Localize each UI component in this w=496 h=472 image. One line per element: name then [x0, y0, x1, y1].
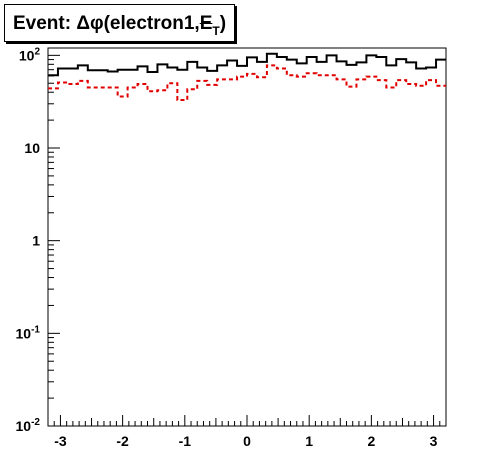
title-suffix: ) [219, 13, 227, 34]
title-met-subscript: T [212, 24, 220, 38]
y-axis: 10-2 10-1 1 10 102 [16, 46, 60, 434]
x-axis: -3 -2 -1 0 1 2 3 [47, 415, 447, 449]
y-tick-label: 10-2 [16, 417, 41, 434]
title-prefix: Event: [13, 13, 77, 34]
y-tick-label: 10 [24, 140, 40, 156]
x-tick-label: 2 [367, 433, 375, 449]
title-body: (electron1, [103, 13, 200, 34]
series-layer [48, 52, 446, 101]
x-tick-label: -3 [54, 433, 67, 449]
x-tick-label: 0 [243, 433, 251, 449]
chart-title: Event: Δφ(electron1,ET) [4, 4, 236, 42]
series-solid-line [48, 52, 446, 77]
y-tick-label: 10-1 [16, 324, 41, 341]
x-tick-label: -1 [179, 433, 192, 449]
plot-frame [47, 47, 447, 427]
series-dashed-line [48, 64, 446, 101]
y-tick-label: 1 [32, 233, 40, 249]
title-symbol: Δφ [76, 13, 104, 34]
y-tick-label: 102 [19, 46, 41, 63]
x-tick-label: 1 [305, 433, 313, 449]
x-tick-label: 3 [430, 433, 438, 449]
title-met: E [199, 13, 213, 34]
x-tick-label: -2 [116, 433, 129, 449]
